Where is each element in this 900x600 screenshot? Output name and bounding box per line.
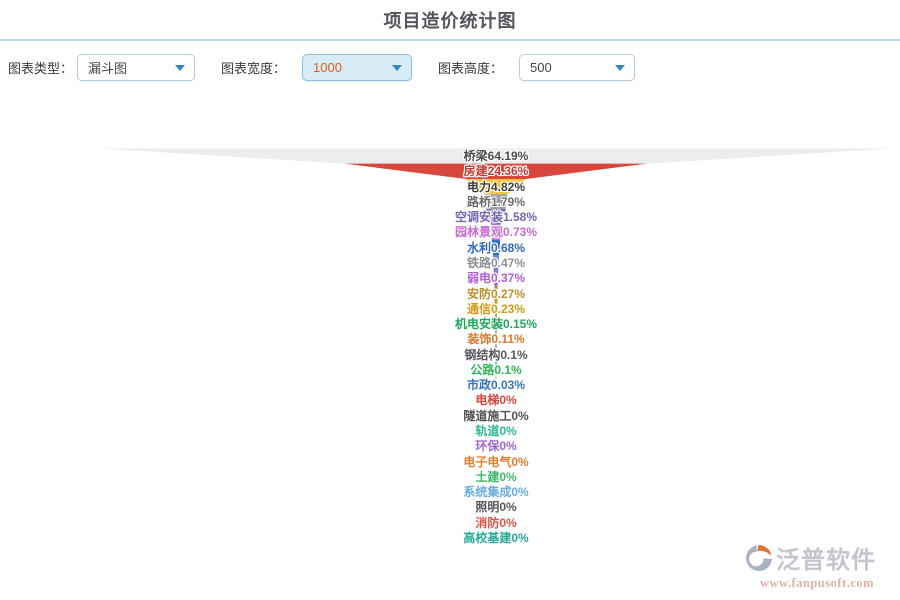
chart-type-label: 图表类型： (8, 61, 74, 76)
funnel-label-市政: 市政0.03% (466, 378, 526, 393)
funnel-label-轨道: 轨道0% (475, 424, 517, 439)
funnel-segment-通信[interactable] (494, 301, 498, 317)
funnel-segment-房建[interactable] (345, 163, 647, 179)
funnel-label-弱电: 弱电0.37% (466, 271, 526, 286)
funnel-label-隧道施工: 隧道施工0% (463, 408, 529, 423)
funnel-label-消防: 消防0% (475, 515, 517, 530)
chart-width-label: 图表宽度： (221, 61, 287, 76)
watermark-row: 泛普软件 (744, 540, 890, 575)
chart-width-select[interactable]: 1000 (302, 54, 413, 81)
funnel-segment-空调安装[interactable] (486, 209, 506, 225)
funnel-label-土建: 土建0% (475, 469, 517, 484)
funnel-label-桥梁: 桥梁64.19% (463, 149, 529, 163)
funnel-label-钢结构: 钢结构0.1% (464, 347, 528, 362)
funnel-label-电子电气: 电子电气0% (463, 454, 529, 469)
funnel-segment-电力[interactable] (466, 178, 526, 195)
chart-width-value: 1000 (313, 60, 342, 75)
watermark: 泛普软件 www.fanpusoft.com (744, 540, 890, 591)
controls-bar: 图表类型： 漏斗图 图表宽度： 1000 图表高度： 500 (8, 54, 636, 81)
chart-height-label: 图表高度： (438, 61, 504, 76)
funnel-label-机电安装: 机电安装0.15% (454, 317, 538, 332)
funnel-chart-canvas[interactable]: 桥梁64.19% 房建24.36% 电力4.82% 路桥1.79% 空调安装1.58% 园… (0, 95, 900, 565)
funnel-label-房建: 房建24.36% (463, 164, 529, 179)
chart-height-value: 500 (530, 60, 552, 75)
funnel-segment-弱电[interactable] (493, 270, 499, 286)
funnel-label-公路: 公路0.1% (470, 362, 522, 377)
chart-type-value: 漏斗图 (88, 61, 128, 76)
funnel-label-通信: 通信0.23% (466, 301, 526, 316)
chevron-down-icon (615, 65, 626, 71)
funnel-label-照明: 照明0% (475, 500, 517, 515)
funnel-svg (98, 148, 894, 393)
chart-type-select[interactable]: 漏斗图 (77, 54, 196, 81)
funnel-segment-机电安装[interactable] (495, 316, 497, 332)
funnel-label-路桥: 路桥1.79% (466, 194, 526, 209)
funnel-label-铁路: 铁路0.47% (466, 255, 526, 270)
funnel-label-系统集成: 系统集成0% (463, 485, 529, 500)
funnel-label-装饰: 装饰0.11% (467, 332, 525, 347)
funnel-segment-水利[interactable] (491, 240, 501, 256)
funnel-segment-装饰[interactable] (495, 331, 497, 348)
chart-height-select[interactable]: 500 (519, 54, 636, 81)
funnel-segment-安防[interactable] (494, 285, 498, 302)
chevron-down-icon (175, 65, 186, 71)
funnel-label-水利: 水利0.68% (466, 240, 526, 255)
funnel-label-安防: 安防0.27% (466, 286, 526, 301)
funnel-segment-铁路[interactable] (493, 255, 499, 271)
watermark-url: www.fanpusoft.com (759, 576, 875, 590)
funnel-label-空调安装: 空调安装1.58% (454, 210, 538, 225)
funnel-segment-钢结构[interactable] (495, 347, 497, 363)
chevron-down-icon (392, 65, 403, 71)
fanpu-logo-icon (746, 544, 772, 571)
title-divider (0, 39, 900, 41)
funnel-label-园林景观: 园林景观0.73% (454, 225, 538, 240)
funnel-segment-路桥[interactable] (484, 194, 508, 210)
funnel-label-高校基建: 高校基建0% (463, 531, 529, 545)
page-title: 项目造价统计图 (383, 11, 517, 31)
funnel-segment-公路[interactable] (495, 362, 497, 378)
funnel-segment-桥梁[interactable] (98, 148, 894, 164)
funnel-label-电梯: 电梯0% (475, 393, 517, 408)
funnel-segment-园林景观[interactable] (491, 224, 501, 241)
funnel-label-环保: 环保0% (475, 439, 517, 454)
funnel-label-电力: 电力4.82% (466, 179, 526, 194)
watermark-brand: 泛普软件 (776, 547, 876, 574)
